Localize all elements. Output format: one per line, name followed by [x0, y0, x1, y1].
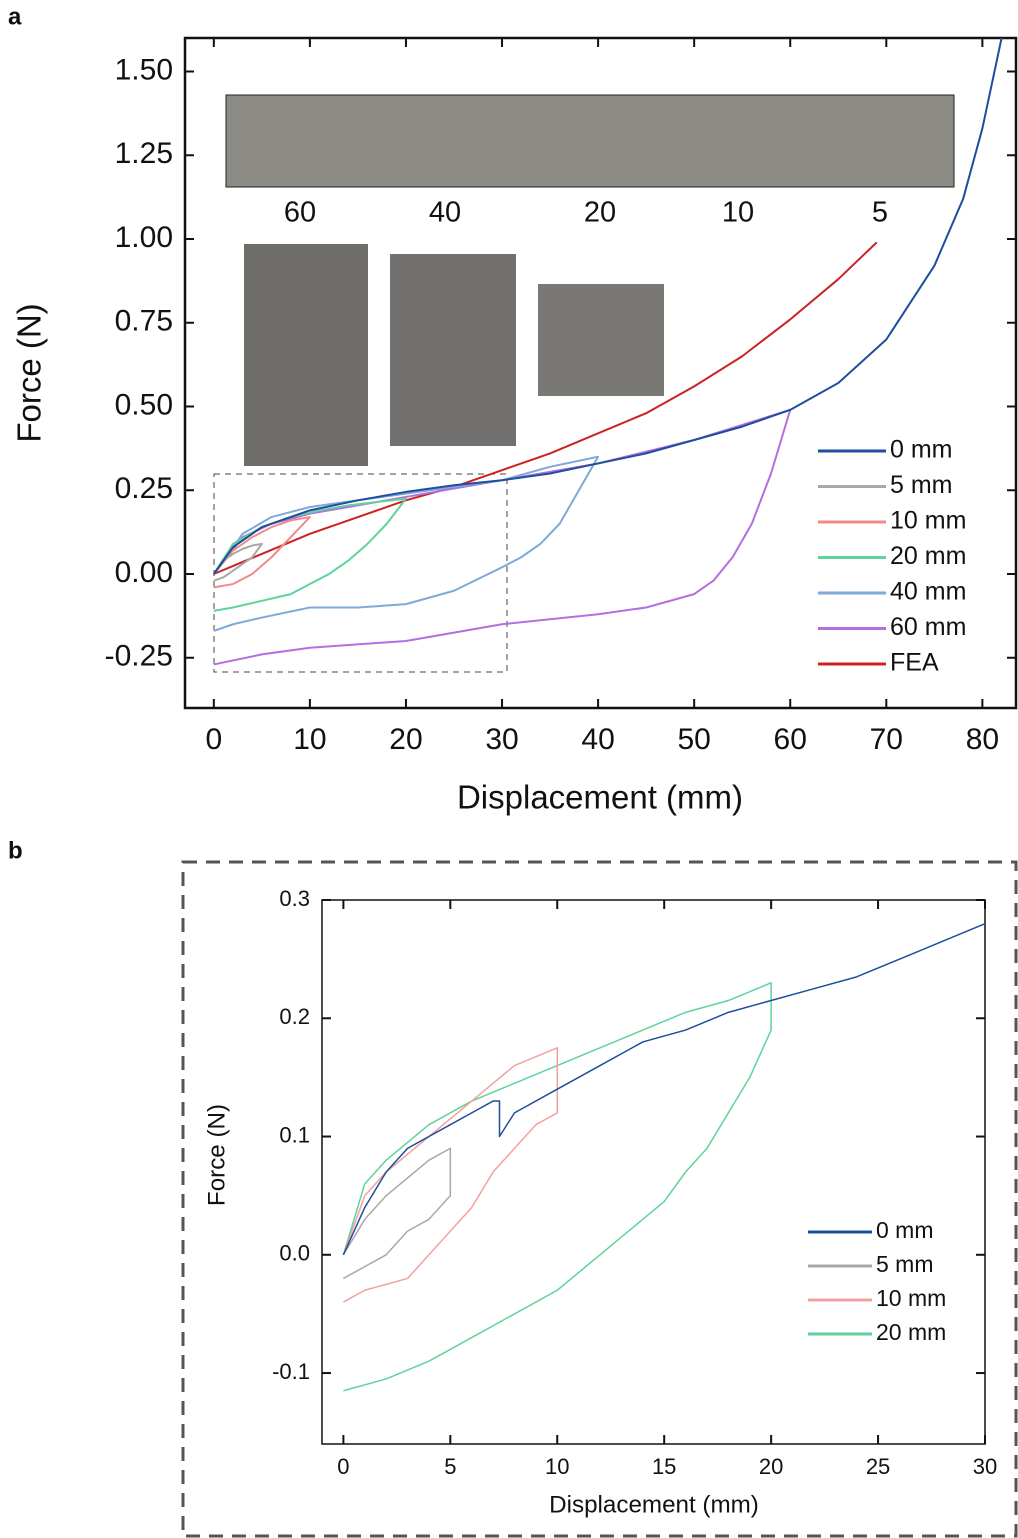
series-line — [213, 455, 600, 632]
x-tick-label: 0 — [337, 1454, 349, 1479]
x-tick-label: 10 — [293, 723, 326, 756]
annotation: 5 — [872, 197, 888, 229]
y-tick-label: 0.0 — [279, 1241, 310, 1266]
x-tick-label: 15 — [652, 1454, 676, 1479]
annotation: 20 — [584, 197, 616, 229]
legend-label: FEA — [890, 649, 939, 677]
panel-label: b — [8, 837, 23, 864]
legend-label: 60 mm — [890, 613, 966, 641]
series-line — [342, 1147, 452, 1280]
series-line — [212, 497, 407, 612]
x-axis-title: Displacement (mm) — [549, 1491, 759, 1518]
series-line — [213, 516, 311, 589]
photo — [244, 244, 368, 466]
annotation: 60 — [284, 197, 316, 229]
y-tick-label: 0.2 — [279, 1004, 310, 1029]
x-tick-label: 30 — [485, 723, 518, 756]
panel-label: a — [8, 3, 22, 30]
y-tick-label: 1.25 — [115, 137, 173, 170]
series-line — [213, 542, 263, 582]
plot-frame — [183, 36, 1018, 710]
photo-strip — [225, 94, 955, 188]
x-tick-label: 70 — [870, 723, 903, 756]
y-tick-label: 0.3 — [279, 886, 310, 911]
x-tick-label: 10 — [545, 1454, 569, 1479]
y-tick-label: 0.50 — [115, 388, 173, 421]
annotation: 40 — [429, 197, 461, 229]
photo — [390, 254, 516, 446]
annotation: 10 — [722, 197, 754, 229]
x-tick-label: 80 — [966, 723, 999, 756]
plot-frame — [321, 899, 986, 1445]
legend-label: 10 mm — [876, 1285, 946, 1311]
y-tick-label: 0.75 — [115, 305, 173, 338]
series-line — [342, 982, 772, 1392]
legend-label: 0 mm — [890, 436, 953, 464]
x-tick-label: 25 — [866, 1454, 890, 1479]
y-tick-label: 0.25 — [115, 472, 173, 505]
y-tick-label: 1.00 — [115, 221, 173, 254]
x-tick-label: 20 — [759, 1454, 783, 1479]
series-line — [342, 1047, 559, 1303]
legend-label: 20 mm — [876, 1319, 946, 1345]
y-axis-title: Force (N) — [203, 1104, 230, 1206]
y-tick-label: 0.1 — [279, 1122, 310, 1147]
y-axis-title: Force (N) — [11, 303, 48, 442]
y-tick-label: -0.25 — [105, 640, 173, 673]
inset-frame — [181, 860, 1018, 1538]
y-tick-label: -0.1 — [272, 1359, 310, 1384]
x-axis-title: Displacement (mm) — [457, 779, 743, 816]
series-line — [213, 241, 878, 575]
x-tick-label: 50 — [677, 723, 710, 756]
x-tick-label: 30 — [973, 1454, 997, 1479]
x-tick-label: 20 — [389, 723, 422, 756]
x-tick-label: 60 — [774, 723, 807, 756]
x-tick-label: 5 — [444, 1454, 456, 1479]
y-tick-label: 0.00 — [115, 556, 173, 589]
legend-label: 40 mm — [890, 578, 966, 606]
x-tick-label: 40 — [581, 723, 614, 756]
legend-label: 0 mm — [876, 1217, 934, 1243]
legend-label: 5 mm — [890, 471, 953, 499]
y-tick-label: 1.50 — [115, 53, 173, 86]
legend-label: 20 mm — [890, 542, 966, 570]
x-tick-label: 0 — [205, 723, 222, 756]
legend-label: 5 mm — [876, 1251, 934, 1277]
photo — [538, 284, 664, 396]
series-line — [213, 408, 792, 666]
series-line — [213, 37, 1003, 575]
series-line — [342, 922, 986, 1256]
legend-label: 10 mm — [890, 507, 966, 535]
